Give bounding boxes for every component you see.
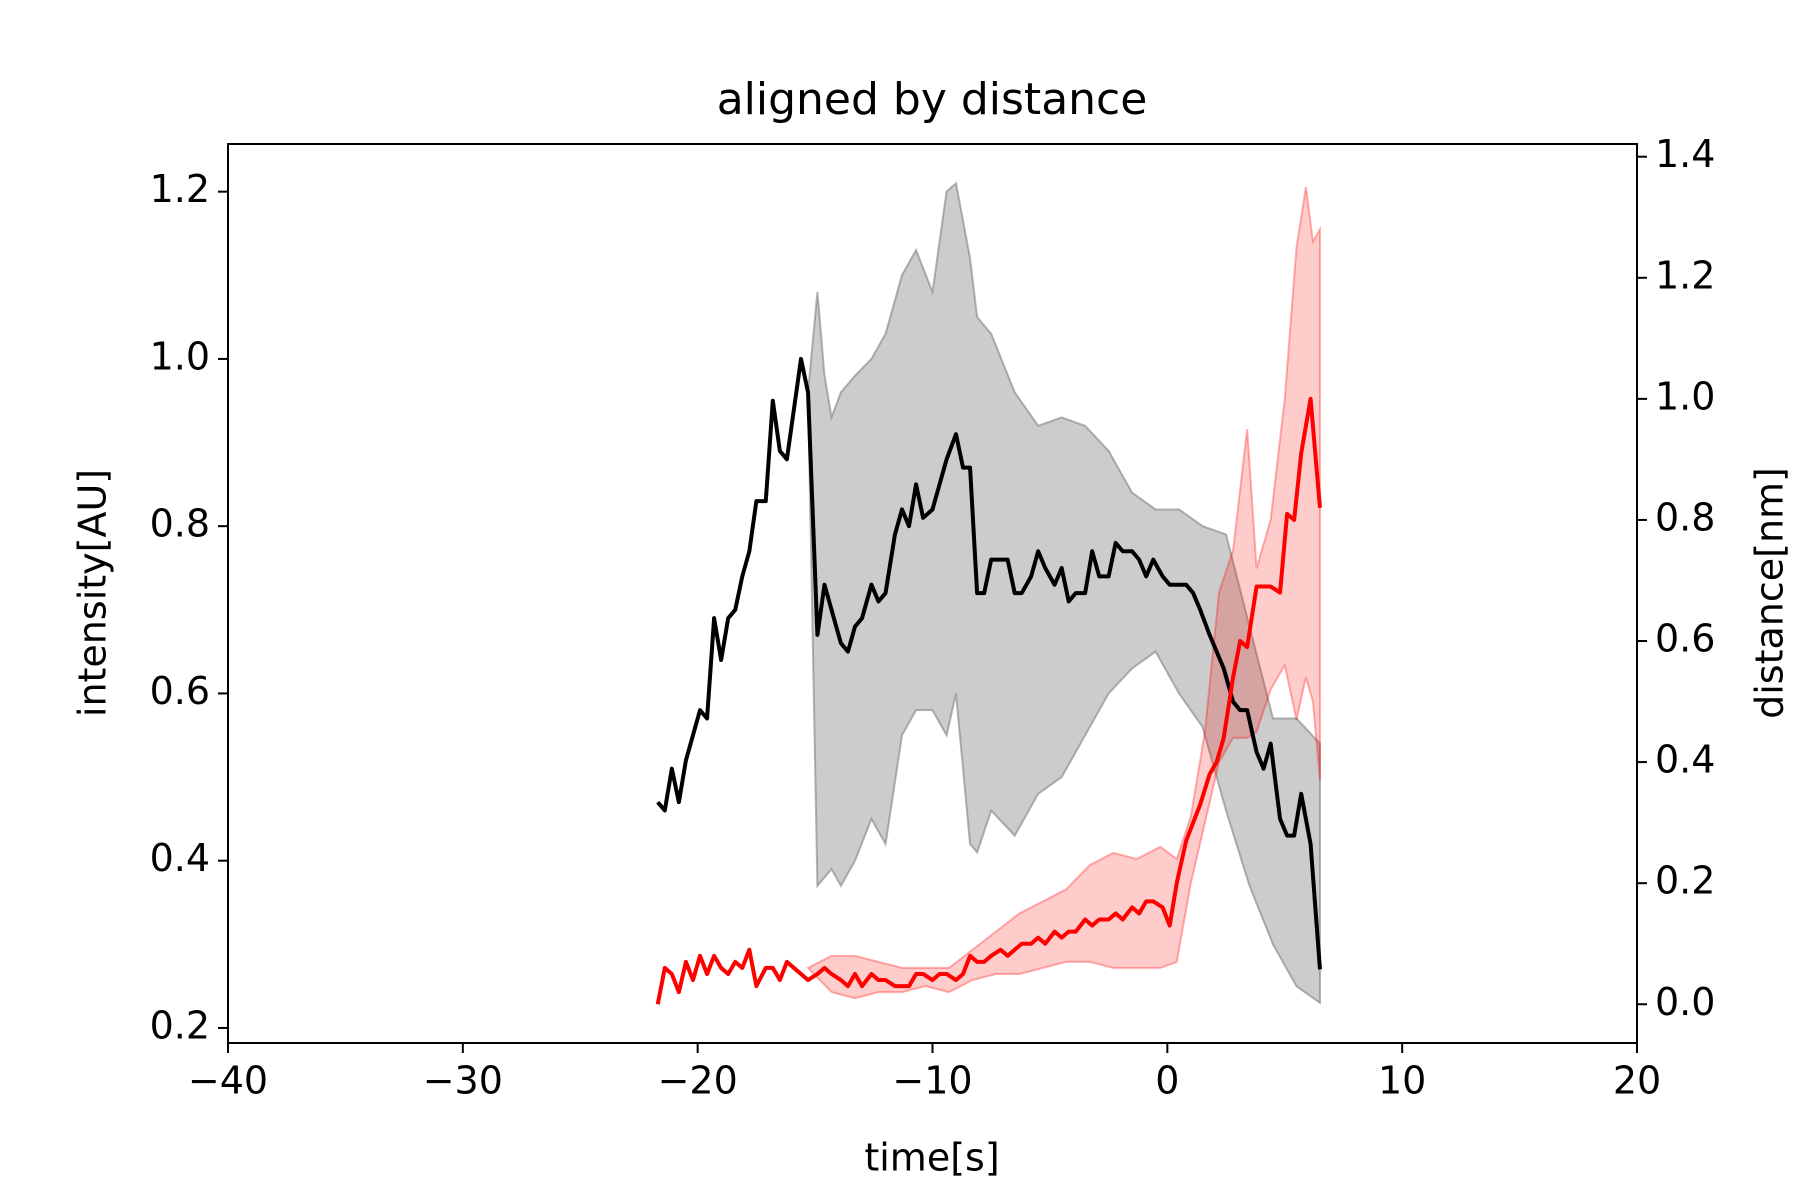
- y2-tick-label: 0.2: [1655, 859, 1715, 903]
- y2-tick-label: 0.8: [1655, 495, 1715, 539]
- band: [807, 181, 1321, 1005]
- y-tick-label: 1.2: [150, 167, 210, 211]
- line: [655, 396, 1322, 1005]
- y2-tick-label: 0.4: [1655, 738, 1715, 782]
- x-tick-label: −40: [188, 1059, 268, 1103]
- y-tick-label: 0.6: [150, 669, 210, 713]
- y-tick-label: 0.4: [150, 836, 210, 880]
- plot-frame: [227, 143, 1638, 1044]
- x-tick-label: 0: [1155, 1059, 1179, 1103]
- line: [656, 356, 1322, 970]
- chart-title: aligned by distance: [717, 74, 1148, 125]
- y2-tick-label: 0.0: [1655, 980, 1715, 1024]
- x-tick-label: −30: [423, 1059, 503, 1103]
- y-tick-label: 0.2: [150, 1003, 210, 1047]
- y2-tick-label: 1.4: [1655, 132, 1715, 176]
- y2-tick-label: 1.0: [1655, 374, 1715, 418]
- y2-axis-label: distance[nm]: [1748, 467, 1792, 719]
- y2-tick-label: 0.6: [1655, 617, 1715, 661]
- y-tick-label: 0.8: [150, 502, 210, 546]
- x-tick-label: −20: [658, 1059, 738, 1103]
- x-tick-label: 20: [1613, 1059, 1661, 1103]
- x-tick-label: −10: [892, 1059, 972, 1103]
- x-axis-label: time[s]: [864, 1136, 999, 1180]
- y-axis-label: intensity[AU]: [71, 469, 115, 717]
- y2-tick-label: 1.2: [1655, 253, 1715, 297]
- y-tick-label: 1.0: [150, 334, 210, 378]
- x-tick-label: 10: [1378, 1059, 1426, 1103]
